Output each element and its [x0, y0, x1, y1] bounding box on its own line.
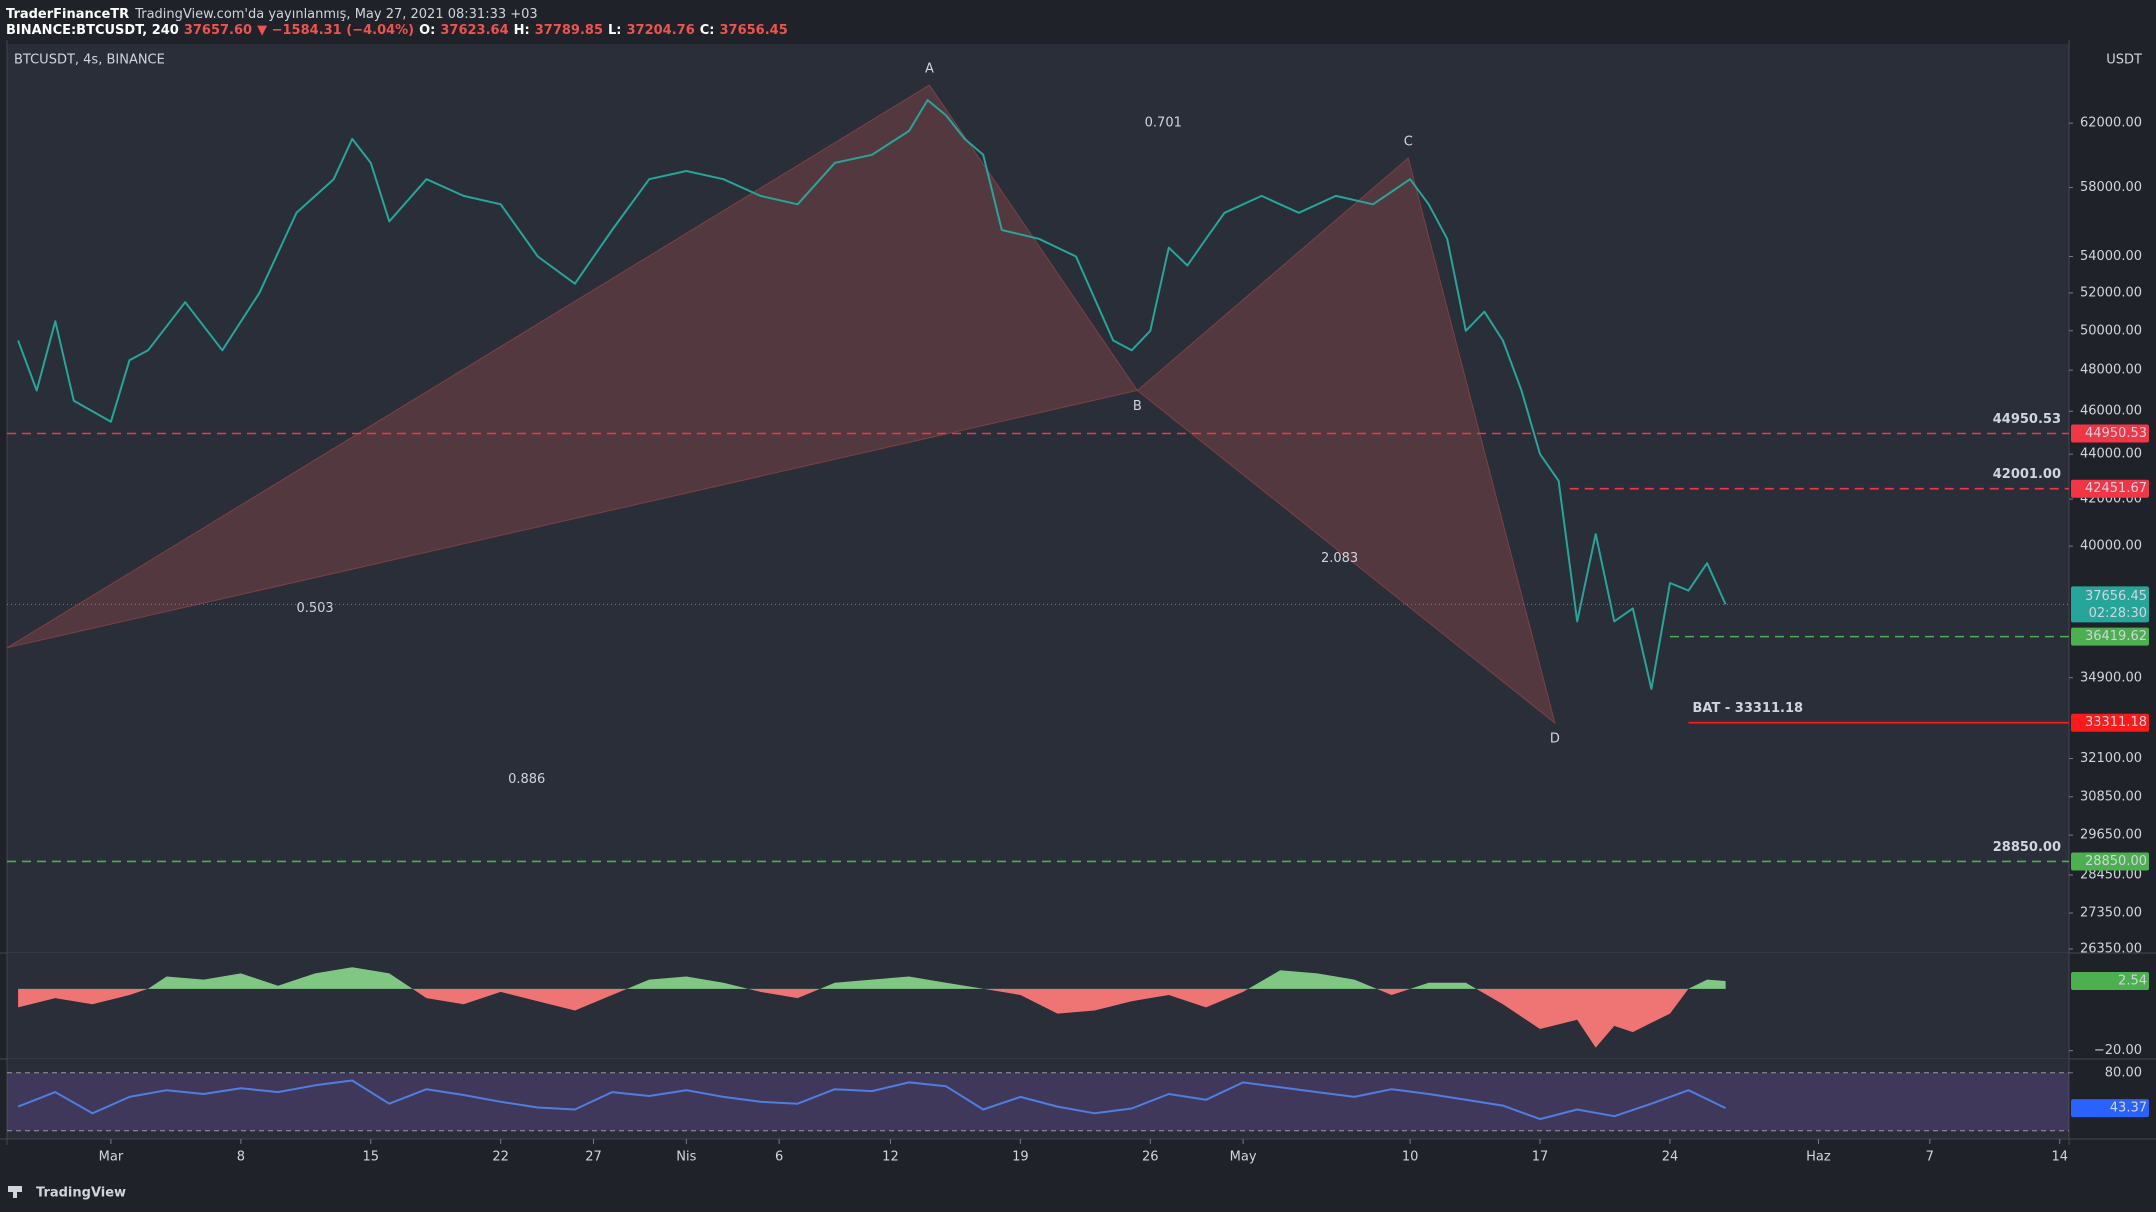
quote-part: ▼ −1584.31 (−4.04%) [257, 23, 414, 38]
level-text: 44950.53 [1993, 412, 2061, 427]
y-tick-label: 34900.00 [2080, 670, 2142, 685]
y-tick-label: 32100.00 [2080, 751, 2142, 766]
y-tick-label: 50000.00 [2080, 323, 2142, 338]
last-value-label: 43.37 [2110, 1101, 2147, 1116]
level-text: 42001.00 [1993, 467, 2061, 482]
x-tick-label: 26 [1142, 1150, 1159, 1165]
y-tick-label: 48000.00 [2080, 363, 2142, 378]
x-tick-label: 24 [1662, 1150, 1679, 1165]
pattern-ratio: 0.503 [296, 601, 333, 616]
x-tick-label: 6 [775, 1150, 783, 1165]
y-tick-label: 26350.00 [2080, 941, 2142, 956]
last-value-label-box [2071, 1099, 2149, 1118]
last-value-label-box [2071, 971, 2149, 990]
quote-part: BINANCE:BTCUSDT, 240 [6, 23, 179, 38]
pattern-point-label: C [1404, 135, 1413, 150]
pane-background [7, 953, 2069, 1059]
author: TraderFinanceTR [6, 7, 129, 22]
pattern-point-label: B [1133, 399, 1142, 414]
pattern-triangle [1136, 157, 1556, 725]
x-tick-label: Mar [99, 1150, 124, 1165]
header-line: TraderFinanceTR TradingView.com'da yayınl… [6, 7, 538, 22]
last-value-label: 2.54 [2118, 973, 2147, 988]
x-tick-label: 10 [1402, 1150, 1419, 1165]
price-line [17, 99, 1727, 690]
level-axis-label: 33311.18 [2085, 715, 2147, 730]
quote-part: C: [700, 23, 715, 38]
pane-label: BTCUSDT, 4s, BINANCE [14, 53, 165, 68]
plot-area: 62000.00 58000.00 54000.00 52000.00 50000.00… [0, 40, 2156, 1165]
quote-part: H: [514, 23, 530, 38]
x-tick-label: Haz [1806, 1150, 1831, 1165]
y-tick-label: 27350.00 [2080, 906, 2142, 921]
level-axis-label-box [2071, 424, 2149, 443]
level-text: 28850.00 [1993, 840, 2061, 855]
y-tick-label: 52000.00 [2080, 285, 2142, 300]
x-tick-label: 22 [492, 1150, 509, 1165]
pattern-point-label: D [1550, 732, 1560, 747]
pane-background [7, 44, 2069, 953]
brand: TradingView [36, 1186, 126, 1201]
level-axis-label: 36419.62 [2085, 629, 2147, 644]
pattern-point-label: A [925, 62, 934, 77]
pattern-ratio: 2.083 [1321, 551, 1358, 566]
y-tick-label: 80.00 [2105, 1065, 2142, 1080]
x-tick-label: 14 [2051, 1150, 2068, 1165]
quote-part: L: [608, 23, 621, 38]
quote-part: 37204.76 [626, 23, 694, 38]
level-text: BAT - 33311.18 [1693, 701, 1804, 716]
y-tick-label: 30850.00 [2080, 789, 2142, 804]
level-axis-label: 44950.53 [2085, 426, 2147, 441]
quote-part: 37656.45 [720, 23, 788, 38]
level-axis-label-box [2071, 479, 2149, 498]
y-tick-label: 28450.00 [2080, 867, 2142, 882]
x-tick-label: Nis [676, 1150, 696, 1165]
x-tick-label: 7 [1926, 1150, 1934, 1165]
x-tick-label: 19 [1012, 1150, 1029, 1165]
y-tick-label: 46000.00 [2080, 404, 2142, 419]
level-axis-label-box [2071, 852, 2149, 871]
published: TradingView.com'da yayınlanmış, May 27, … [134, 7, 538, 22]
y-tick-label: 29650.00 [2080, 828, 2142, 843]
level-axis-label-box [2071, 627, 2149, 646]
quote-part: 37789.85 [535, 23, 603, 38]
y-tick-label: 40000.00 [2080, 539, 2142, 554]
y-tick-label: 44000.00 [2080, 447, 2142, 462]
y-tick-label: −20.00 [2094, 1043, 2142, 1058]
price-line [17, 1079, 1727, 1121]
x-tick-label: 12 [882, 1150, 899, 1165]
level-axis-label: 42451.67 [2085, 481, 2147, 496]
y-tick-label: 54000.00 [2080, 249, 2142, 264]
x-tick-label: 15 [362, 1150, 379, 1165]
level-axis-label: 28850.00 [2085, 854, 2147, 869]
quote-part: O: [419, 23, 435, 38]
quote-part: 37623.64 [440, 23, 508, 38]
axis-unit: USDT [2106, 53, 2142, 68]
quote-part: 37657.60 [184, 23, 252, 38]
quote-line: BINANCE:BTCUSDT, 240 37657.60 ▼ −1584.31 (… [6, 23, 788, 38]
oscillator-area [18, 967, 1726, 1048]
countdown: 02:28:30 [2089, 606, 2147, 621]
y-tick-label: 58000.00 [2080, 180, 2142, 195]
level-axis-label-box [2071, 713, 2149, 732]
x-tick-label: 27 [585, 1150, 602, 1165]
y-tick-label: 62000.00 [2080, 116, 2142, 131]
brand-logo [8, 1186, 22, 1198]
pattern-ratio: 0.886 [508, 772, 545, 787]
last-price-box [2071, 586, 2149, 623]
last-price: 37656.45 [2085, 589, 2147, 604]
x-tick-label: 17 [1532, 1150, 1549, 1165]
x-tick-label: May [1230, 1150, 1257, 1165]
x-tick-label: 8 [237, 1150, 245, 1165]
pattern-ratio: 0.701 [1145, 116, 1182, 131]
